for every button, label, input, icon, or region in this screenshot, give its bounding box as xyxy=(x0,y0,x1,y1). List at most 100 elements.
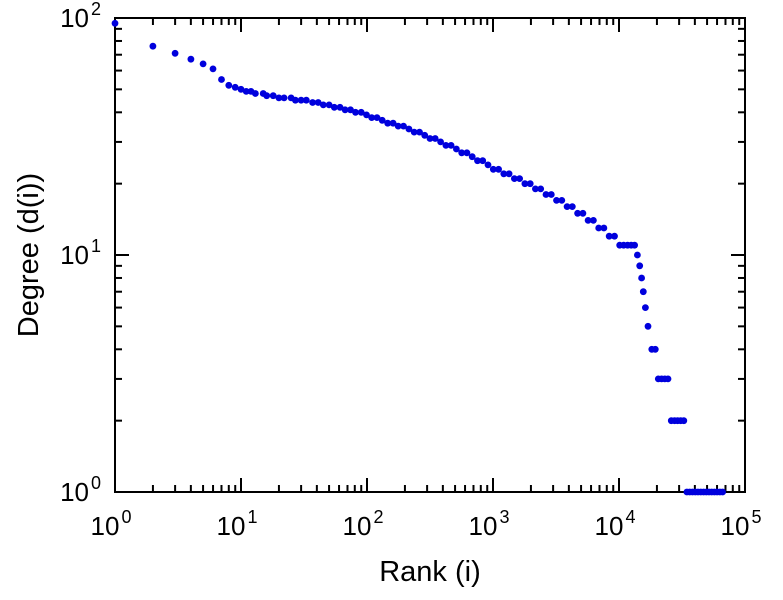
data-point xyxy=(590,217,597,224)
data-point xyxy=(352,108,359,116)
data-point xyxy=(373,114,381,121)
data-point xyxy=(325,101,333,109)
tick-labels: 10 0 10 1 10 2 10 3 10 4 10 5 10 0 10 1 10 2 xyxy=(60,0,761,541)
data-point xyxy=(431,135,439,142)
data-point xyxy=(368,114,376,121)
data-point xyxy=(651,345,659,353)
data-point xyxy=(458,149,466,157)
data-point xyxy=(363,111,370,119)
data-point xyxy=(400,122,407,130)
x-axis-label: Rank (i) xyxy=(379,556,481,588)
data-point xyxy=(468,153,476,161)
data-point xyxy=(634,251,641,259)
plot-border xyxy=(114,17,746,493)
x-tick-label: 10 0 xyxy=(91,507,132,541)
data-point xyxy=(309,99,316,106)
data-point xyxy=(231,83,239,91)
data-point xyxy=(389,119,397,127)
data-point xyxy=(336,103,344,111)
data-point xyxy=(242,88,250,95)
data-point xyxy=(511,175,518,183)
data-point xyxy=(719,488,726,496)
data-point xyxy=(416,128,423,136)
data-point xyxy=(547,191,555,198)
data-point xyxy=(521,180,529,188)
data-point xyxy=(297,96,305,104)
data-point xyxy=(542,191,550,198)
y-tick-label: 10 0 xyxy=(60,473,101,507)
data-point xyxy=(453,145,460,153)
data-point xyxy=(275,94,283,102)
x-tick-label: 10 2 xyxy=(343,507,384,541)
data-point xyxy=(442,142,450,149)
data-point xyxy=(642,304,649,311)
data-point xyxy=(563,203,571,211)
data-point xyxy=(600,224,608,232)
data-point xyxy=(644,322,652,330)
data-point xyxy=(341,106,349,114)
data-point xyxy=(314,99,322,106)
data-point xyxy=(209,65,217,73)
data-point xyxy=(574,209,581,217)
data-point xyxy=(405,125,413,133)
data-points xyxy=(111,19,726,496)
data-point xyxy=(680,417,688,425)
data-point xyxy=(252,90,259,97)
data-point xyxy=(437,138,444,146)
data-point xyxy=(378,116,386,124)
data-point xyxy=(171,49,179,57)
data-point xyxy=(553,197,560,204)
data-point xyxy=(558,197,566,204)
y-tick-label: 10 1 xyxy=(60,236,101,270)
data-point xyxy=(111,19,119,27)
data-point xyxy=(479,157,487,165)
data-point xyxy=(302,96,310,104)
data-point xyxy=(410,128,418,136)
data-point xyxy=(384,119,392,127)
data-point xyxy=(394,122,402,130)
x-tick-label: 10 1 xyxy=(217,507,258,541)
data-point xyxy=(664,375,672,383)
data-point xyxy=(537,185,545,193)
axis-ticks xyxy=(114,17,746,493)
y-tick-label: 10 2 xyxy=(60,0,101,33)
data-point xyxy=(280,94,288,102)
data-point xyxy=(292,96,299,104)
data-point xyxy=(269,92,277,100)
data-point xyxy=(638,274,645,282)
data-point xyxy=(330,103,338,111)
x-tick-label: 10 3 xyxy=(469,507,510,541)
data-point xyxy=(611,232,618,240)
data-point xyxy=(489,165,497,173)
data-point xyxy=(631,241,638,249)
y-axis-label: Degree (d(i)) xyxy=(13,173,45,337)
data-point xyxy=(474,157,481,165)
x-tick-label: 10 4 xyxy=(595,507,636,541)
data-point xyxy=(263,92,271,100)
data-point xyxy=(149,42,157,50)
data-point xyxy=(187,55,195,63)
data-point xyxy=(447,142,455,149)
data-point xyxy=(237,85,245,93)
data-point xyxy=(579,209,587,217)
data-point xyxy=(568,203,576,211)
data-point xyxy=(500,170,508,178)
data-point xyxy=(639,288,647,296)
data-point xyxy=(199,60,207,68)
data-point xyxy=(426,135,434,142)
data-point xyxy=(532,185,539,193)
x-tick-label: 10 5 xyxy=(721,507,762,541)
data-point xyxy=(595,224,603,232)
data-point xyxy=(421,131,429,139)
data-point xyxy=(516,175,523,183)
data-point xyxy=(605,232,613,240)
data-point xyxy=(584,217,592,224)
data-point xyxy=(218,76,225,83)
data-point xyxy=(505,170,513,178)
data-point xyxy=(319,101,327,109)
data-point xyxy=(495,165,502,173)
data-point xyxy=(225,81,233,89)
data-point xyxy=(484,161,492,169)
data-point xyxy=(636,262,644,270)
